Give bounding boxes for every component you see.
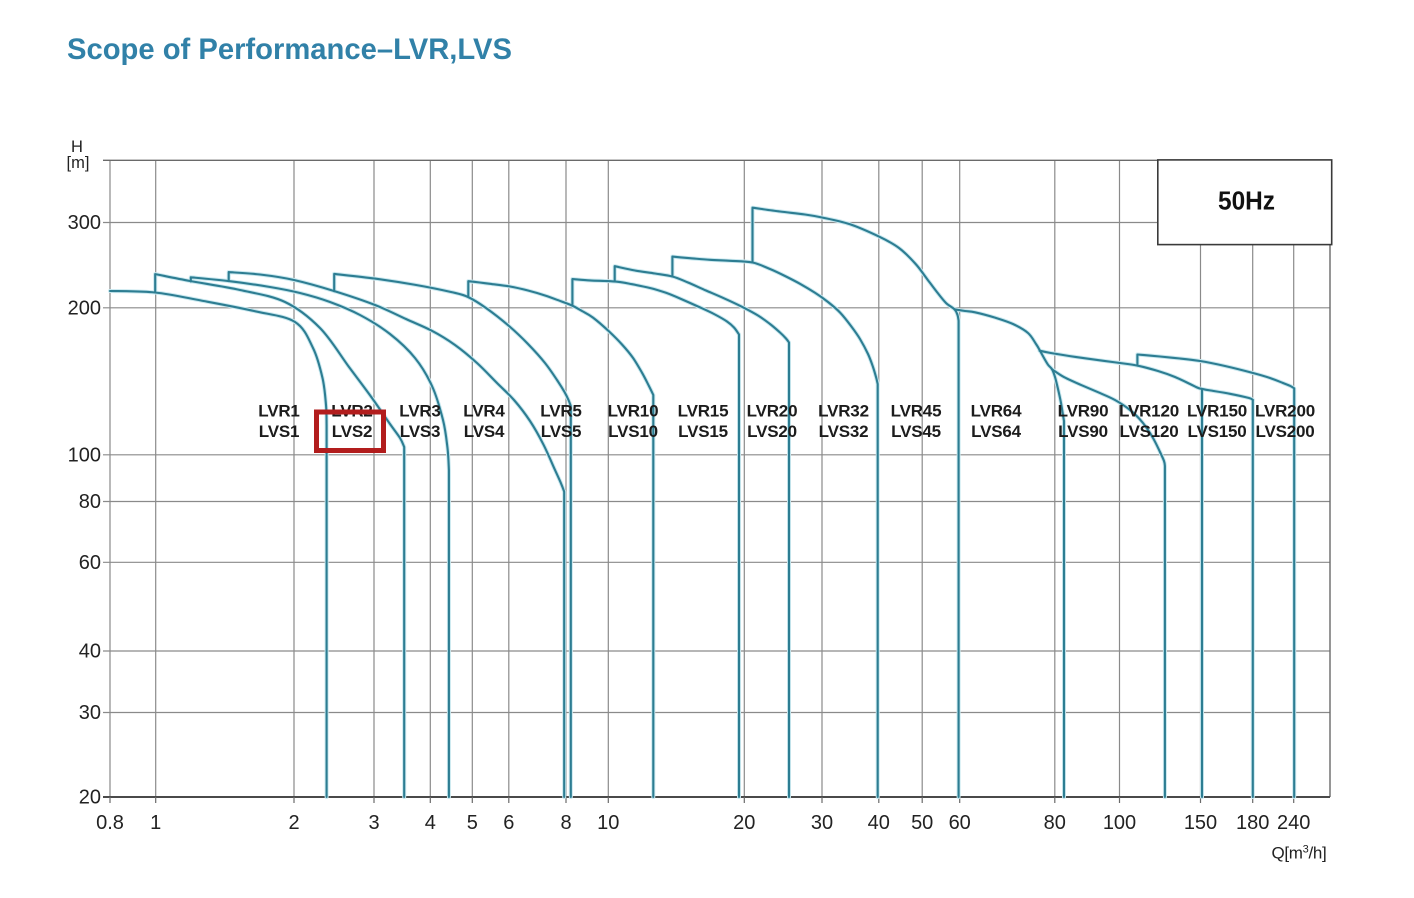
svg-text:LVR20: LVR20 (747, 401, 798, 420)
svg-text:LVR90: LVR90 (1058, 401, 1109, 420)
svg-text:80: 80 (1044, 812, 1066, 834)
svg-text:100: 100 (1103, 812, 1136, 834)
svg-text:40: 40 (868, 812, 890, 834)
svg-text:80: 80 (79, 491, 101, 513)
svg-text:150: 150 (1184, 812, 1217, 834)
svg-text:8: 8 (560, 812, 571, 834)
svg-text:100: 100 (68, 444, 101, 466)
svg-text:LVR3: LVR3 (399, 401, 440, 420)
svg-text:50: 50 (911, 812, 933, 834)
svg-text:LVR150: LVR150 (1187, 401, 1247, 420)
svg-text:Scope of Performance–LVR,LVS: Scope of Performance–LVR,LVS (67, 33, 512, 66)
svg-text:LVR45: LVR45 (891, 401, 942, 420)
svg-text:240: 240 (1277, 812, 1310, 834)
svg-text:LVS2: LVS2 (332, 422, 372, 441)
svg-text:LVS20: LVS20 (747, 422, 797, 441)
svg-text:200: 200 (68, 297, 101, 319)
svg-text:1: 1 (150, 812, 161, 834)
svg-text:6: 6 (503, 812, 514, 834)
svg-text:180: 180 (1236, 812, 1269, 834)
svg-text:LVR10: LVR10 (608, 401, 659, 420)
svg-text:LVS4: LVS4 (464, 422, 505, 441)
svg-text:30: 30 (811, 812, 833, 834)
svg-text:LVS64: LVS64 (971, 422, 1021, 441)
svg-text:10: 10 (597, 812, 619, 834)
svg-text:LVR5: LVR5 (540, 401, 581, 420)
svg-text:LVS200: LVS200 (1256, 422, 1315, 441)
svg-text:0.8: 0.8 (96, 812, 124, 834)
svg-text:LVS32: LVS32 (819, 422, 869, 441)
svg-text:H: H (71, 138, 83, 156)
svg-text:Q[m3/h]: Q[m3/h] (1271, 844, 1326, 863)
svg-text:LVS120: LVS120 (1120, 422, 1179, 441)
svg-text:LVS1: LVS1 (259, 422, 299, 441)
svg-text:LVR4: LVR4 (463, 401, 505, 420)
svg-text:LVS3: LVS3 (400, 422, 440, 441)
svg-text:LVR1: LVR1 (258, 401, 299, 420)
svg-text:LVR32: LVR32 (818, 401, 869, 420)
svg-text:2: 2 (288, 812, 299, 834)
svg-text:LVR15: LVR15 (678, 401, 729, 420)
svg-text:LVS90: LVS90 (1058, 422, 1108, 441)
svg-text:LVR200: LVR200 (1255, 401, 1315, 420)
svg-text:3: 3 (368, 812, 379, 834)
svg-text:LVS45: LVS45 (891, 422, 941, 441)
svg-text:300: 300 (68, 212, 101, 234)
svg-text:[m]: [m] (67, 154, 90, 172)
svg-text:20: 20 (733, 812, 755, 834)
svg-text:60: 60 (949, 812, 971, 834)
svg-text:LVR64: LVR64 (971, 401, 1022, 420)
svg-text:20: 20 (79, 787, 101, 809)
svg-text:LVS150: LVS150 (1188, 422, 1247, 441)
svg-text:40: 40 (79, 641, 101, 663)
svg-text:30: 30 (79, 702, 101, 724)
svg-text:5: 5 (467, 812, 478, 834)
svg-text:LVS10: LVS10 (608, 422, 658, 441)
svg-text:LVR120: LVR120 (1119, 401, 1179, 420)
svg-text:60: 60 (79, 552, 101, 574)
svg-text:LVS5: LVS5 (541, 422, 581, 441)
svg-text:LVS15: LVS15 (678, 422, 728, 441)
svg-text:4: 4 (425, 812, 436, 834)
svg-text:50Hz: 50Hz (1218, 188, 1275, 216)
